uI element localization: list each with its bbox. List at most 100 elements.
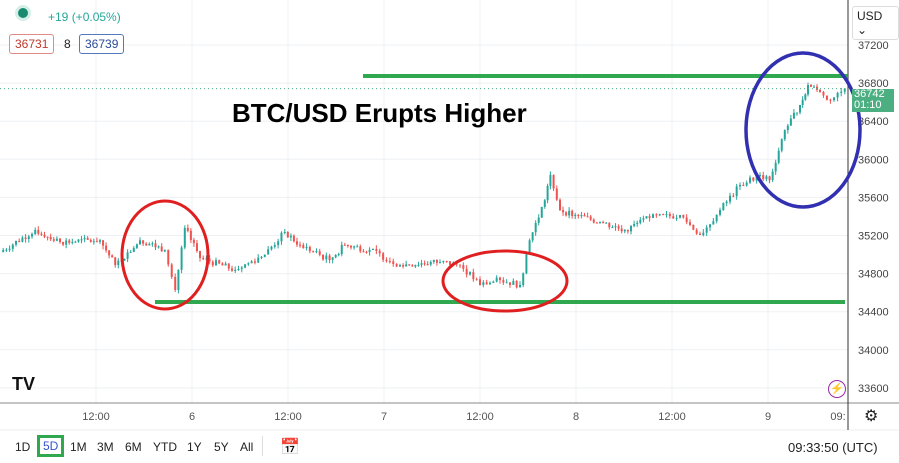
candle-body [735,186,738,197]
candle-body [15,240,17,245]
candle-body [715,214,718,222]
candle-body [562,210,565,213]
candle-body [183,227,186,248]
candle-body [211,261,214,266]
candle-body [123,258,126,261]
range-button-3m[interactable]: 3M [97,440,114,454]
candle-body [346,245,349,247]
candle-body [111,255,114,258]
candle-body [639,219,642,223]
candle-body [95,241,98,243]
candle-body [40,233,43,235]
candle-body [705,227,708,233]
settings-gear-icon[interactable]: ⚙ [864,408,879,425]
range-button-6m[interactable]: 6M [125,440,142,454]
candle-body [682,215,685,218]
candle-body [695,229,698,234]
candle-body [768,176,771,181]
candle-body [312,251,315,253]
divider [262,436,263,456]
candle-body [589,216,592,220]
candle-body [525,254,528,274]
candle-body [126,252,129,259]
range-button-ytd[interactable]: YTD [153,440,177,454]
range-button-5y[interactable]: 5Y [214,440,229,454]
candle-body [759,175,761,177]
candle-body [74,241,77,243]
candle-body [626,229,629,232]
candle-body [273,245,276,247]
candle-body [65,240,68,245]
candle-body [132,247,135,252]
candle-body [739,185,741,187]
y-tick-label: 36800 [858,78,889,90]
candle-body [712,221,715,225]
candle-body [102,240,105,246]
candle-body [749,177,751,183]
candle-body [382,253,385,260]
candle-body [105,245,108,251]
candle-body [762,175,765,180]
candle-body [322,254,325,260]
candle-body [442,260,445,262]
candle-body [218,260,221,264]
candle-body [163,249,166,252]
candle-body [177,269,180,290]
range-button-1m[interactable]: 1M [70,440,87,454]
candle-body [325,255,328,260]
candle-body [395,264,398,267]
candle-body [732,195,735,197]
candle-body [167,249,170,265]
candle-body [540,206,543,218]
candle-body [801,99,804,106]
range-button-1d[interactable]: 1D [15,440,31,454]
candle-body [388,261,391,263]
candle-body [21,237,24,242]
candle-body [402,265,405,267]
range-button-5d[interactable]: 5D [37,435,65,457]
candle-body [295,241,298,245]
x-tick-label: 09: [830,411,845,423]
ask-price[interactable]: 36739 [79,34,125,54]
candle-body [157,246,160,248]
candle-body [813,86,815,88]
candle-body [11,244,14,249]
candle-body [611,227,614,229]
candle-body [83,238,86,240]
candle-body [257,257,260,263]
candle-body [267,249,270,255]
candle-body [221,263,224,266]
candle-body [148,243,151,246]
candle-body [371,248,374,250]
candle-body [392,261,395,265]
candle-body [699,233,701,236]
candle-body [780,139,783,151]
candle-body [114,257,117,266]
candle-body [353,246,356,248]
candle-body [469,272,471,275]
candle-body [186,227,189,231]
candle-body [512,280,515,285]
candle-body [617,226,620,229]
candle-body [145,243,148,246]
candle-body [55,238,58,241]
candle-body [362,251,365,253]
bid-price[interactable]: 36731 [9,34,55,54]
candle-body [668,213,671,217]
range-button-1y[interactable]: 1Y [187,440,202,454]
candle-body [719,210,721,215]
candle-body [515,280,518,288]
candle-body [244,264,247,268]
candle-body [80,239,83,241]
tradingview-logo: TV [12,374,36,394]
range-button-all[interactable]: All [240,440,254,454]
currency-select[interactable]: USD ⌄ [852,6,899,40]
candle-body [405,264,408,267]
candle-body [692,224,695,230]
candle-body [462,265,465,269]
lightning-icon[interactable]: ⚡ [828,380,846,398]
go-to-date-calendar-icon[interactable]: 📅 [280,439,300,456]
candle-body [420,263,423,265]
candle-body [568,210,571,216]
